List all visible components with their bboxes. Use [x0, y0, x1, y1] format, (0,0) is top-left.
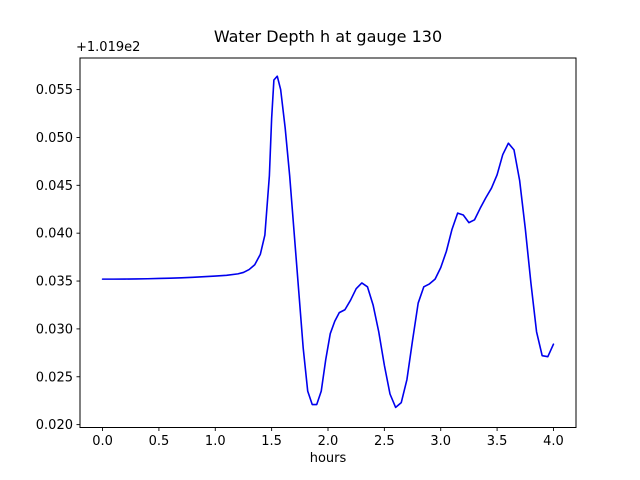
x-tick-label: 4.0: [543, 434, 564, 449]
x-tick-label: 0.0: [92, 434, 113, 449]
y-tick-label: 0.050: [36, 131, 73, 146]
x-tick-label: 3.5: [487, 434, 508, 449]
y-tick-label: 0.055: [36, 83, 73, 98]
x-tick-label: 2.5: [374, 434, 395, 449]
x-tick-label: 3.0: [430, 434, 451, 449]
x-tick-label: 2.0: [318, 434, 339, 449]
y-tick-label: 0.030: [36, 322, 73, 337]
y-tick-label: 0.025: [36, 370, 73, 385]
y-axis-offset-label: +1.019e2: [76, 40, 141, 55]
y-tick-label: 0.020: [36, 418, 73, 433]
x-tick-label: 1.0: [205, 434, 226, 449]
y-tick-label: 0.035: [36, 275, 73, 290]
axes-frame: [79, 57, 577, 428]
chart-title: Water Depth h at gauge 130: [213, 27, 443, 46]
y-tick-label: 0.045: [36, 179, 73, 194]
data-line: [101, 75, 555, 409]
x-tick-label: 0.5: [149, 434, 170, 449]
x-tick-label: 1.5: [261, 434, 282, 449]
y-tick-label: 0.040: [36, 227, 73, 242]
x-axis-label: hours: [309, 451, 347, 466]
